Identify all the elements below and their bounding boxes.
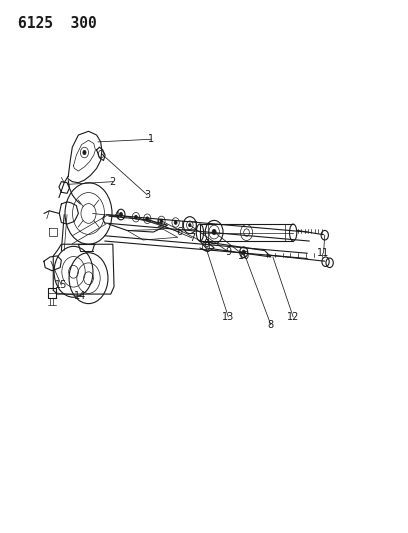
Circle shape bbox=[160, 219, 163, 223]
Text: 9: 9 bbox=[225, 247, 231, 257]
Text: 5: 5 bbox=[156, 219, 162, 229]
Text: 7: 7 bbox=[189, 233, 195, 243]
Text: 13: 13 bbox=[222, 312, 235, 322]
Text: 8: 8 bbox=[268, 320, 274, 330]
Text: 1: 1 bbox=[148, 134, 154, 144]
Text: 6: 6 bbox=[177, 227, 183, 237]
Circle shape bbox=[119, 213, 122, 216]
Circle shape bbox=[146, 217, 149, 221]
Text: 12: 12 bbox=[287, 312, 299, 322]
Circle shape bbox=[242, 250, 245, 254]
Text: 11: 11 bbox=[317, 248, 330, 259]
Text: 15: 15 bbox=[55, 280, 68, 290]
Text: 4: 4 bbox=[114, 211, 120, 221]
Circle shape bbox=[212, 229, 216, 235]
Circle shape bbox=[135, 215, 137, 219]
Text: 2: 2 bbox=[110, 176, 116, 187]
Text: 10: 10 bbox=[238, 251, 251, 261]
Circle shape bbox=[83, 150, 86, 155]
Circle shape bbox=[188, 223, 191, 227]
Text: 3: 3 bbox=[144, 190, 150, 200]
Text: 8: 8 bbox=[203, 239, 209, 249]
Circle shape bbox=[174, 221, 177, 224]
Text: 6125  300: 6125 300 bbox=[18, 16, 96, 31]
Text: 14: 14 bbox=[74, 290, 86, 301]
